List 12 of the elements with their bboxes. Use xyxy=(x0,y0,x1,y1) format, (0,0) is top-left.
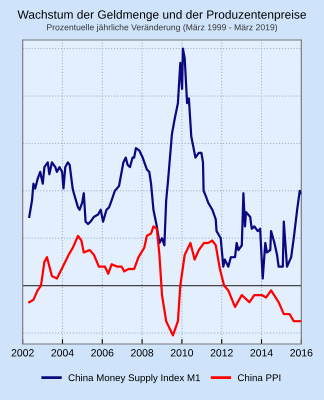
chart-title: Wachstum der Geldmenge und der Produzentenpreise xyxy=(18,10,306,22)
x-tick-label: 2016 xyxy=(290,349,312,357)
chart-subtitle: Prozentuelle jährliche Veränderung (März 1999 - März 2019) xyxy=(47,24,278,32)
x-tick-label: 2004 xyxy=(51,349,74,357)
x-tick-label: 2008 xyxy=(131,349,154,357)
legend-label: China Money Supply Index M1 xyxy=(68,374,200,384)
x-tick-label: 2012 xyxy=(210,349,233,357)
x-tick-label: 2010 xyxy=(170,349,194,357)
x-tick-label: 2006 xyxy=(91,349,114,357)
x-tick-label: 2002 xyxy=(12,349,34,357)
legend-label: China PPI xyxy=(238,374,280,382)
x-tick-label: 2014 xyxy=(250,349,273,357)
